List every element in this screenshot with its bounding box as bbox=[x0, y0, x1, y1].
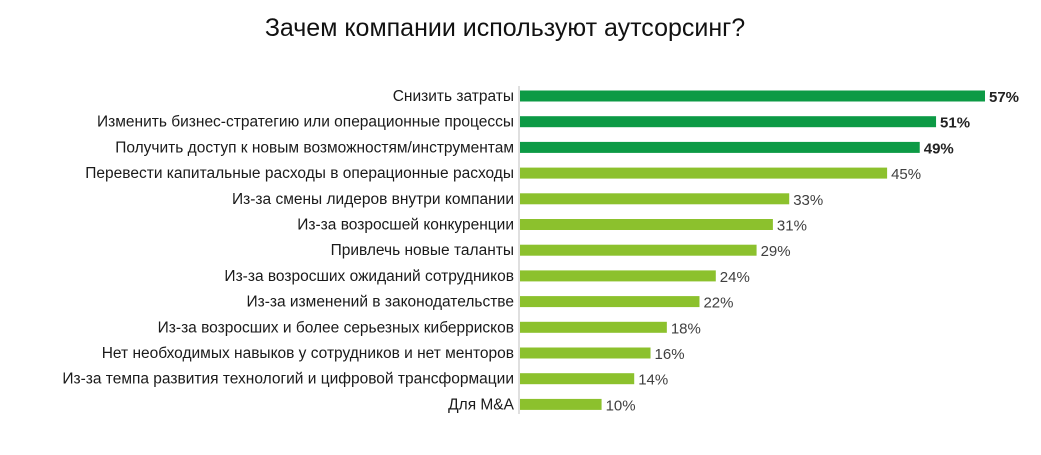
value-label: 49% bbox=[924, 140, 954, 157]
bar bbox=[520, 141, 920, 153]
bar bbox=[520, 90, 985, 102]
value-label: 24% bbox=[720, 269, 750, 286]
value-label: 18% bbox=[671, 320, 701, 337]
category-label: Перевести капитальные расходы в операцио… bbox=[85, 165, 514, 182]
value-label: 22% bbox=[703, 295, 733, 312]
value-label: 29% bbox=[761, 243, 791, 260]
category-label: Снизить затраты bbox=[393, 88, 514, 105]
category-label: Из-за возросших и более серьезных киберр… bbox=[158, 319, 514, 336]
bar bbox=[520, 347, 651, 359]
bar bbox=[520, 296, 700, 308]
value-label: 16% bbox=[655, 346, 685, 363]
value-label: 57% bbox=[989, 89, 1019, 106]
bar bbox=[520, 398, 602, 410]
value-label: 33% bbox=[793, 192, 823, 209]
bar bbox=[520, 219, 773, 230]
category-label: Для M&A bbox=[448, 396, 514, 413]
category-label: Нет необходимых навыков у сотрудников и … bbox=[102, 345, 514, 362]
category-label: Из-за возросших ожиданий сотрудников bbox=[224, 268, 514, 285]
bar bbox=[520, 116, 937, 128]
bar bbox=[520, 167, 888, 179]
value-label: 14% bbox=[638, 372, 668, 389]
category-label: Из-за темпа развития технологий и цифров… bbox=[62, 371, 514, 388]
bars-layer: Снизить затраты 57% Изменить бизнес-страте… bbox=[62, 88, 1019, 414]
bar bbox=[520, 244, 757, 256]
bar bbox=[520, 373, 635, 385]
bar bbox=[520, 321, 667, 333]
category-label: Из-за изменений в законодательстве bbox=[246, 294, 514, 311]
value-label: 31% bbox=[777, 218, 807, 235]
bar bbox=[520, 193, 790, 205]
category-label: Из-за смены лидеров внутри компании bbox=[232, 191, 514, 208]
category-label: Получить доступ к новым возможностям/инс… bbox=[115, 139, 514, 156]
category-label: Привлечь новые таланты bbox=[331, 242, 514, 259]
chart-title: Зачем компании используют аутсорсинг? bbox=[264, 14, 746, 42]
value-label: 10% bbox=[606, 397, 636, 414]
category-label: Из-за возросшей конкуренции bbox=[297, 217, 514, 234]
value-label: 45% bbox=[891, 166, 921, 183]
category-label: Изменить бизнес-стратегию или операционн… bbox=[97, 114, 514, 131]
bar bbox=[520, 270, 716, 282]
value-label: 51% bbox=[940, 115, 970, 132]
